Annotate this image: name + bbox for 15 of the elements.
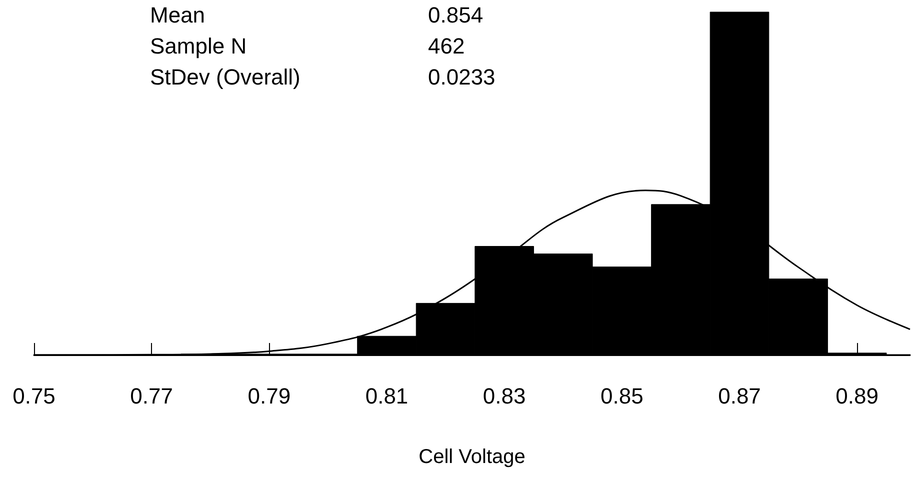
annotation: 0.854 [428,2,484,28]
annotation: Sample N [150,34,247,58]
x-tick-label: 0.83 [482,384,526,408]
x-tick-label: 0.75 [12,384,56,408]
x-tick-label: 0.79 [248,384,291,408]
x-tick-label: 0.87 [718,384,761,408]
x-axis-title: Cell Voltage [418,446,526,468]
x-tick-label: 0.85 [600,384,644,408]
x-tick-label: 0.81 [365,384,408,408]
x-tick-label: 0.89 [836,384,878,408]
annotation: StDev (Overall) [150,64,300,90]
annotation: 0.0233 [428,64,496,90]
annotation: 462 [428,34,465,58]
x-tick-label: 0.77 [130,384,173,408]
annotation: Mean [150,2,206,28]
